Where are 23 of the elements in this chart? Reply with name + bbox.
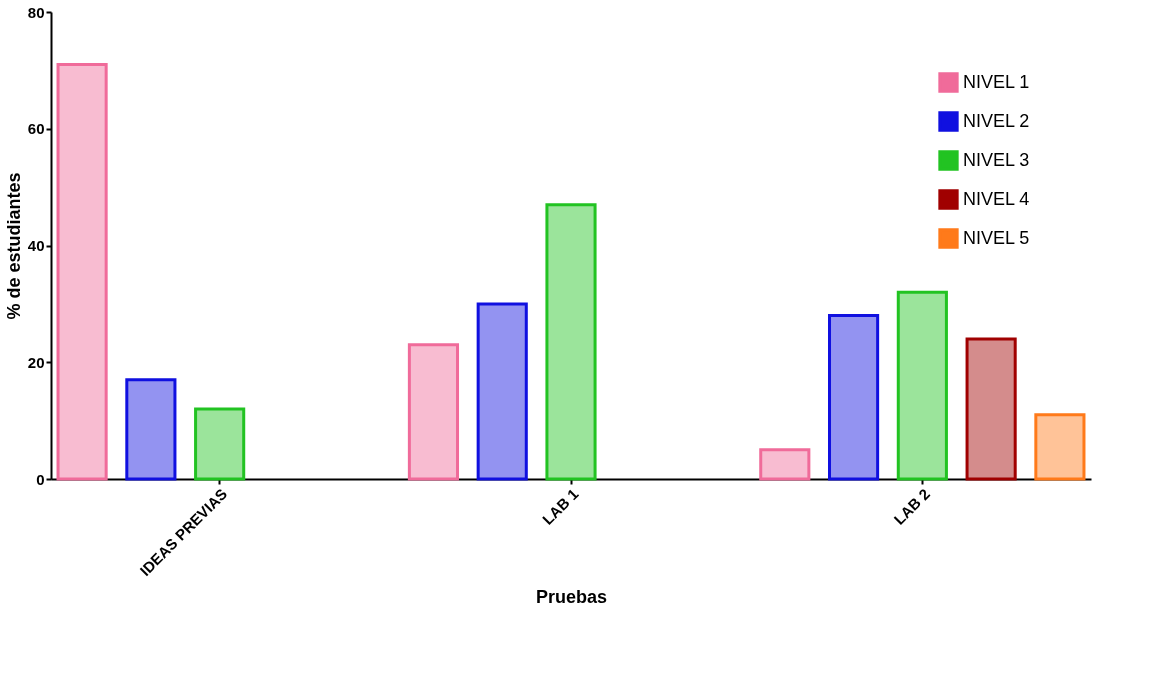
bar xyxy=(896,290,948,481)
y-tick-label: 20 xyxy=(27,353,45,371)
bar xyxy=(965,337,1017,481)
bar xyxy=(125,378,177,481)
legend-label: NIVEL 5 xyxy=(963,227,1030,248)
x-axis-title: Pruebas xyxy=(535,587,608,608)
legend-label: NIVEL 4 xyxy=(963,188,1030,209)
bar xyxy=(194,407,246,481)
bar xyxy=(407,343,460,481)
y-axis-title: % de estudiantes xyxy=(3,172,24,320)
bar xyxy=(545,203,597,481)
legend-label: NIVEL 2 xyxy=(963,110,1030,131)
y-tick-label: 40 xyxy=(27,237,45,254)
bar xyxy=(56,63,108,481)
y-tick-label: 80 xyxy=(27,3,45,21)
y-tick-label: 60 xyxy=(27,120,45,138)
legend-label: NIVEL 3 xyxy=(963,149,1030,170)
legend-label: NIVEL 1 xyxy=(963,71,1030,92)
bar xyxy=(1034,413,1086,481)
y-tick-label: 0 xyxy=(36,470,45,488)
bar xyxy=(476,302,528,481)
bar xyxy=(759,448,811,481)
bar xyxy=(828,314,880,481)
